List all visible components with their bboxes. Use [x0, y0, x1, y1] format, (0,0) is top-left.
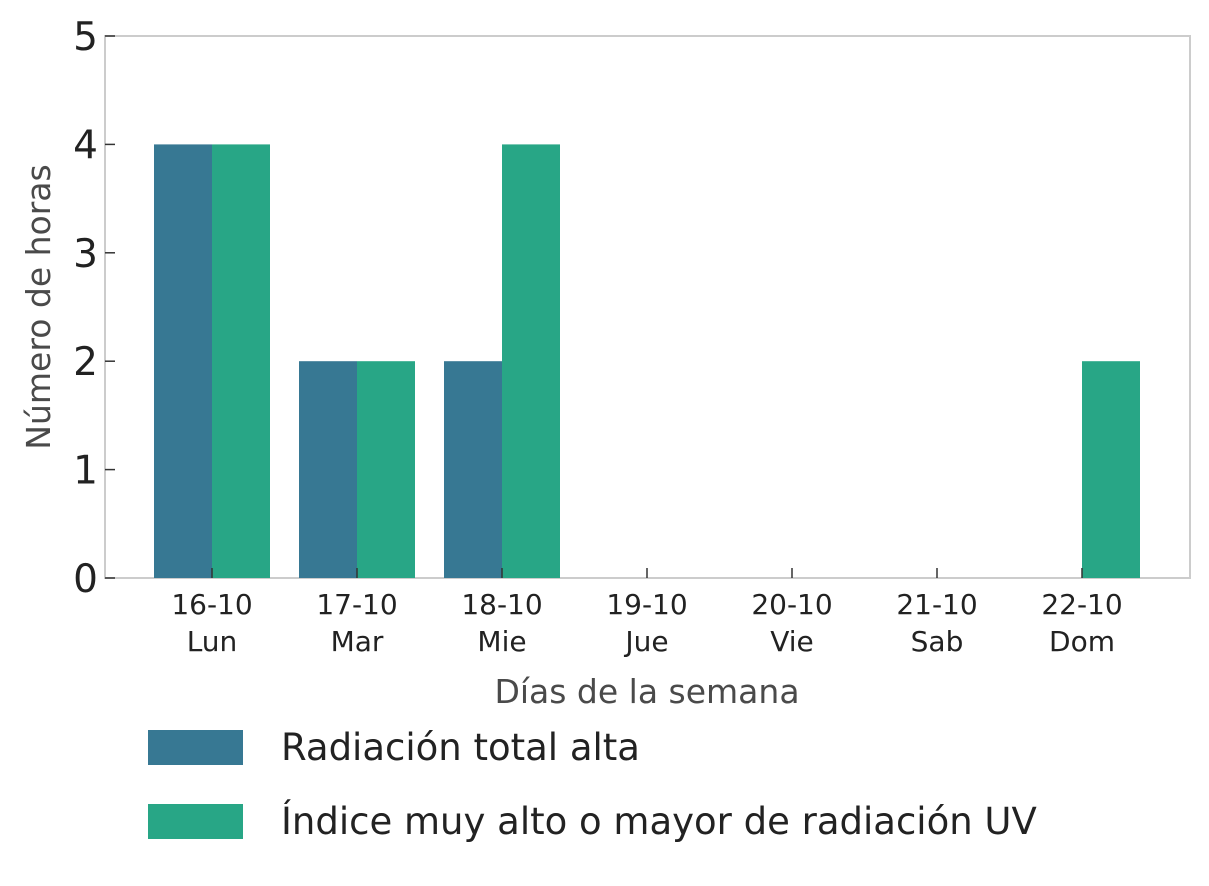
bar-series0-16-10: [154, 144, 212, 578]
x-tick-day-Lun: Lun: [187, 625, 238, 658]
legend-label-indice-uv: Índice muy alto o mayor de radiación UV: [281, 800, 1037, 843]
x-tick-day-Sab: Sab: [911, 625, 964, 658]
x-tick-date-20-10: 20-10: [751, 588, 832, 621]
x-tick-date-21-10: 21-10: [896, 588, 977, 621]
y-tick-label-4: 4: [73, 123, 98, 168]
bar-series1-16-10: [212, 144, 270, 578]
x-tick-date-22-10: 22-10: [1041, 588, 1122, 621]
x-tick-date-19-10: 19-10: [606, 588, 687, 621]
y-axis: 0 1 2 3 4 5: [73, 15, 115, 602]
y-tick-label-5: 5: [73, 15, 98, 60]
x-axis: 16-10 Lun 17-10 Mar 18-10 Mie 19-10 Jue 20-10 Vie…: [171, 568, 1123, 658]
legend-swatch-radiacion-total: [148, 730, 243, 765]
y-tick-label-2: 2: [73, 340, 98, 385]
bar-series0-18-10: [444, 361, 502, 578]
legend-swatch-indice-uv: [148, 804, 243, 839]
x-tick-day-Jue: Jue: [623, 625, 668, 658]
bar-series0-17-10: [299, 361, 357, 578]
bar-series1-18-10: [502, 144, 560, 578]
bar-series1-17-10: [357, 361, 415, 578]
x-tick-day-Dom: Dom: [1049, 625, 1115, 658]
x-tick-day-Vie: Vie: [770, 625, 814, 658]
x-axis-title: Días de la semana: [494, 672, 799, 711]
y-tick-label-1: 1: [73, 449, 98, 494]
y-tick-label-3: 3: [73, 232, 98, 277]
bar-series1-22-10: [1082, 361, 1140, 578]
bars-group: [154, 144, 1140, 578]
x-tick-day-Mar: Mar: [331, 625, 384, 658]
x-tick-date-16-10: 16-10: [171, 588, 252, 621]
y-tick-label-0: 0: [73, 557, 98, 602]
x-tick-date-18-10: 18-10: [461, 588, 542, 621]
legend-label-radiacion-total: Radiación total alta: [281, 726, 640, 769]
x-tick-day-Mie: Mie: [477, 625, 526, 658]
y-axis-title: Número de horas: [19, 164, 58, 449]
x-tick-date-17-10: 17-10: [316, 588, 397, 621]
